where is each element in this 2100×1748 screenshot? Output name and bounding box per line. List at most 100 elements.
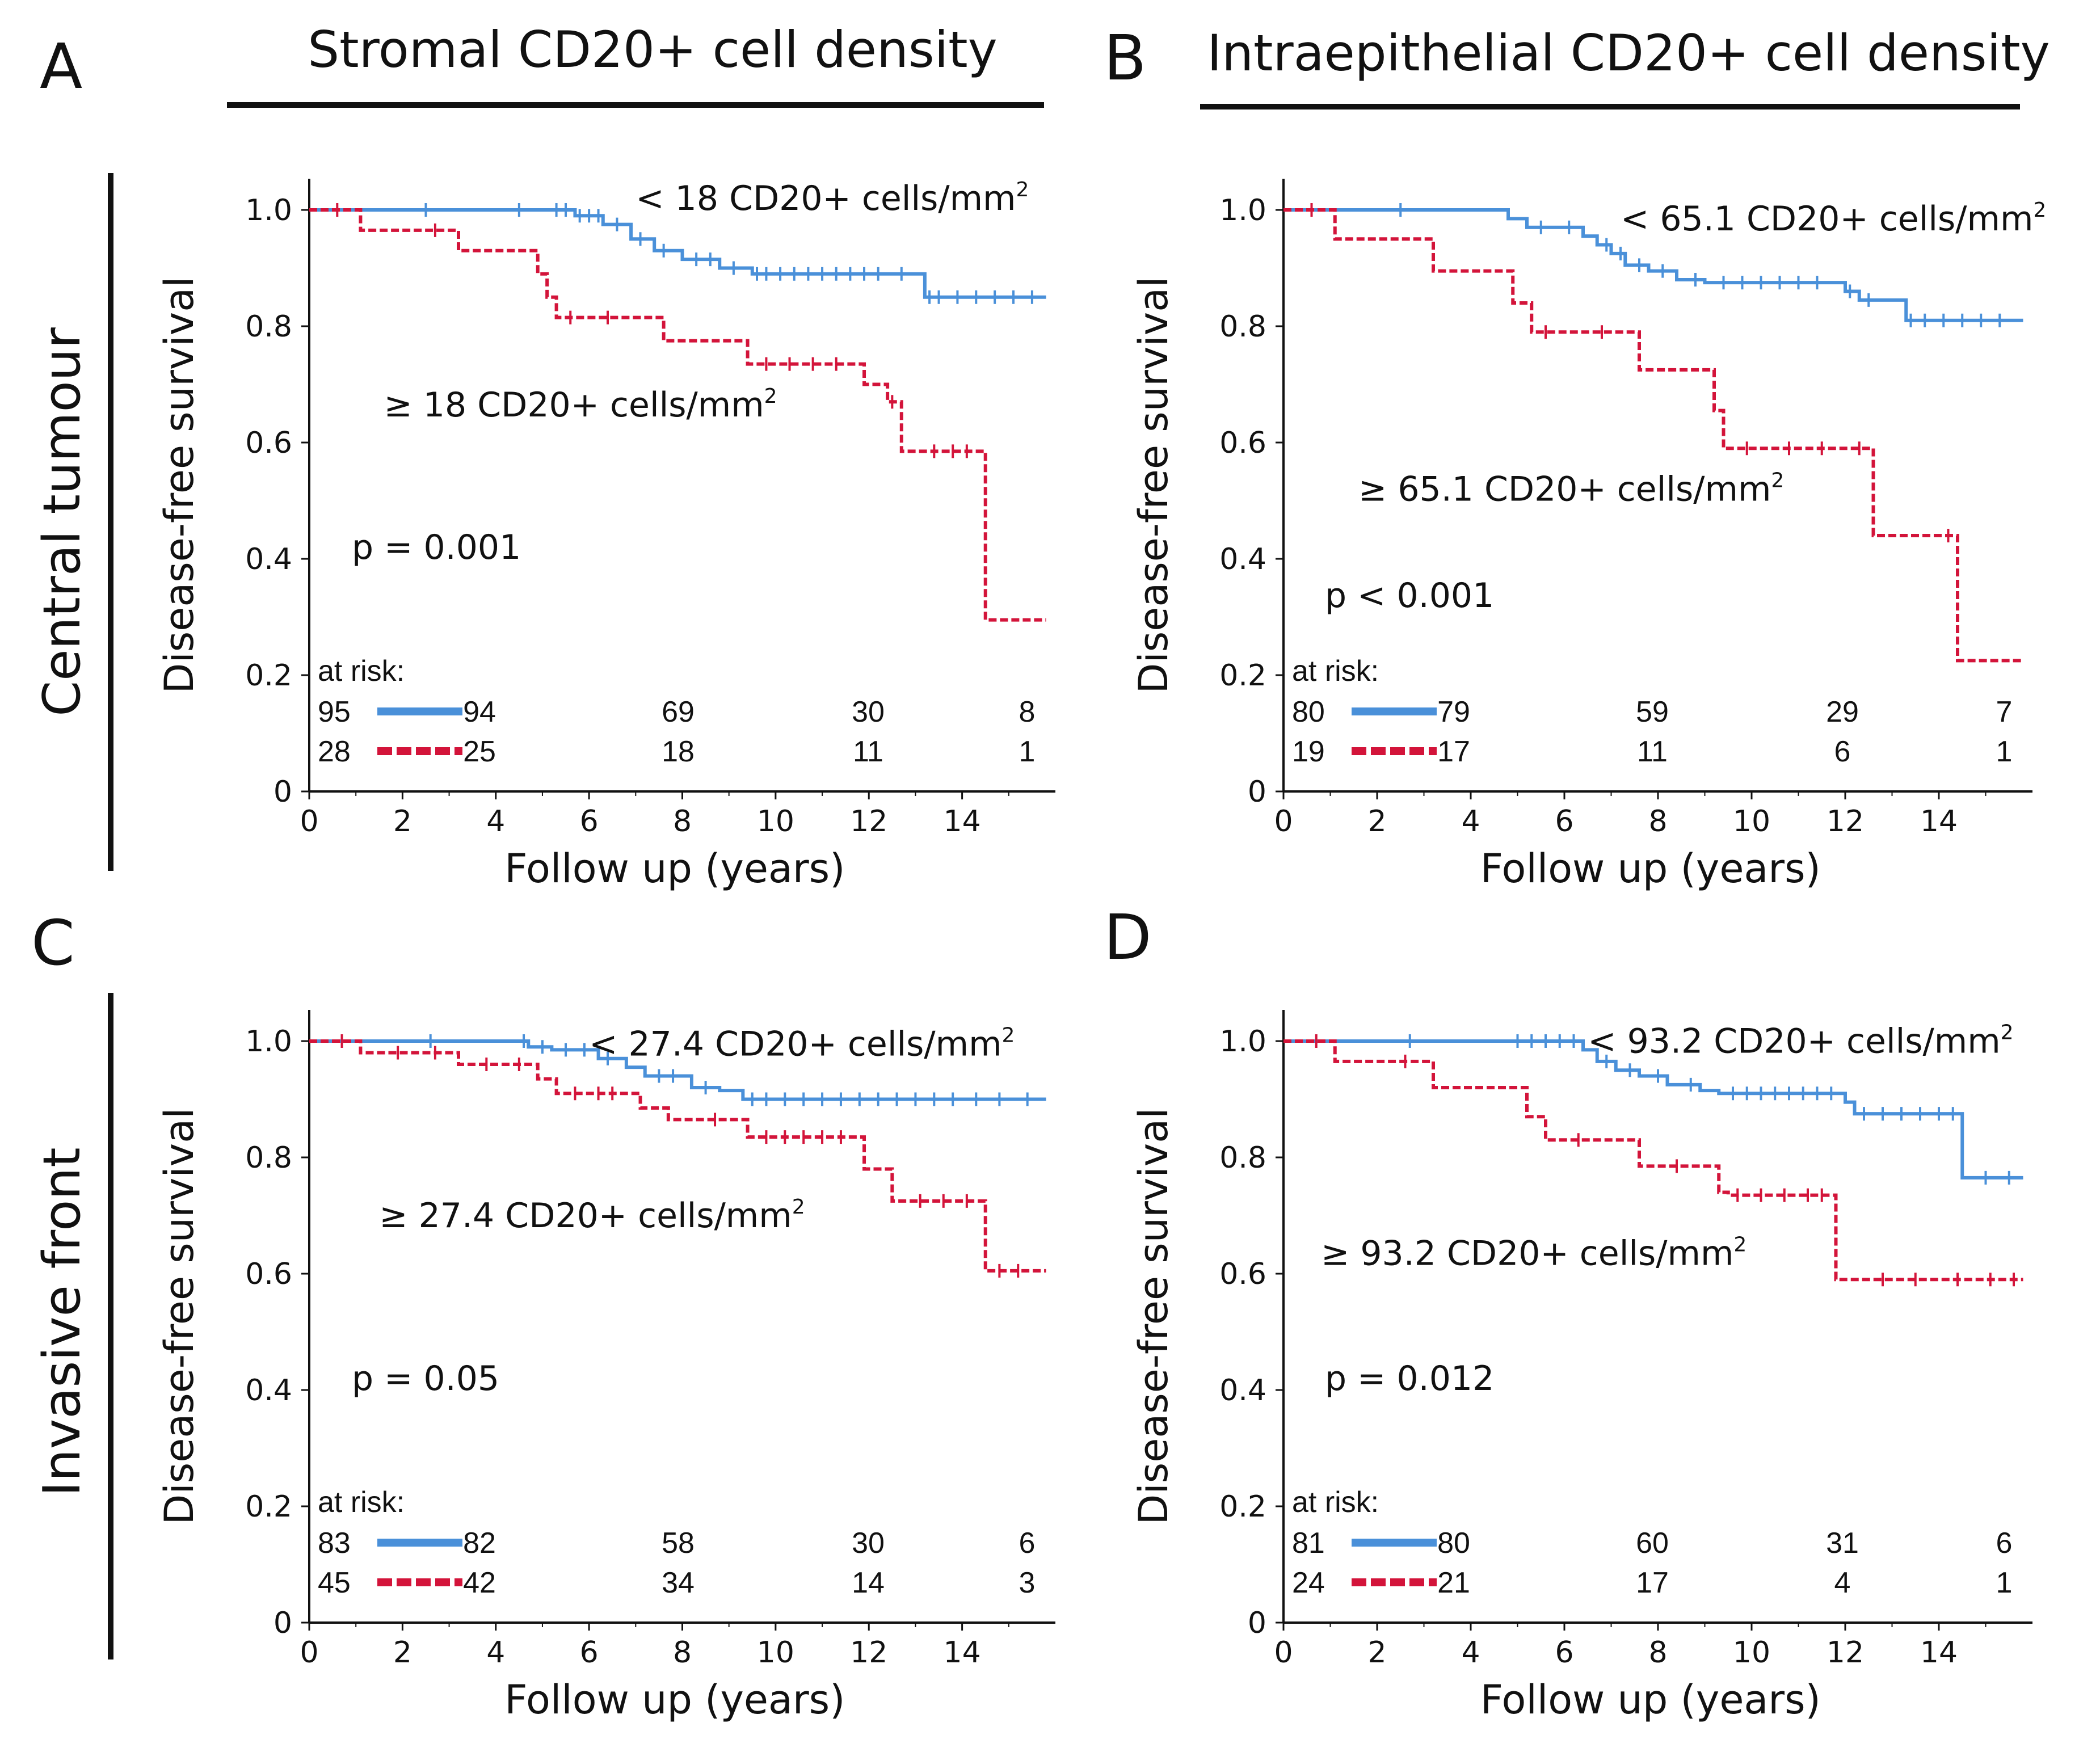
row-title-central-tumour: Central tumour bbox=[32, 327, 92, 716]
at-risk-count: 14 bbox=[852, 1566, 885, 1599]
at-risk-count: 60 bbox=[1636, 1527, 1669, 1560]
series-label-high: ≥ 27.4 CD20+ cells/mm2 bbox=[379, 1195, 805, 1236]
y-tick-label: 0.8 bbox=[1219, 310, 1266, 344]
y-tick-label: 0 bbox=[273, 775, 292, 809]
at-risk-label: at risk: bbox=[318, 1486, 405, 1519]
survival-curve-high bbox=[1283, 1039, 2023, 1282]
survival-curve-high bbox=[1283, 208, 2023, 663]
at-risk-count: 30 bbox=[852, 1527, 885, 1560]
km-panel-a: 0 0.2 0.4 0.6 0.8 1.0 0 2 4 6 8 10 12 14 Follow up (ye… bbox=[156, 178, 1055, 892]
y-tick-label: 0.2 bbox=[245, 1490, 292, 1524]
series-label-low: < 93.2 CD20+ cells/mm2 bbox=[1588, 1021, 2013, 1062]
at-risk-count: 6 bbox=[1996, 1527, 2013, 1560]
at-risk-count: 8 bbox=[1019, 696, 1036, 728]
x-tick-label: 10 bbox=[757, 804, 794, 839]
y-axis-label: Disease-free survival bbox=[156, 276, 203, 693]
x-tick-label: 4 bbox=[1461, 1636, 1480, 1670]
at-risk-count: 4 bbox=[1834, 1566, 1851, 1599]
at-risk-count: 24 bbox=[1292, 1566, 1325, 1599]
survival-curve-low bbox=[1283, 1039, 2023, 1180]
x-tick-label: 4 bbox=[1461, 804, 1480, 839]
at-risk-count: 1 bbox=[1019, 735, 1036, 768]
at-risk-count: 58 bbox=[662, 1527, 695, 1560]
p-value: p < 0.001 bbox=[1325, 576, 1494, 616]
x-tick-label: 14 bbox=[944, 1636, 981, 1670]
at-risk-count: 11 bbox=[1637, 735, 1668, 768]
y-tick-label: 1.0 bbox=[245, 1025, 292, 1059]
y-tick-label: 0.2 bbox=[1219, 1490, 1266, 1524]
x-tick-label: 4 bbox=[486, 804, 505, 839]
at-risk-label: at risk: bbox=[1292, 1486, 1379, 1519]
at-risk-count: 42 bbox=[463, 1566, 496, 1599]
y-tick-label: 0.6 bbox=[1219, 1257, 1266, 1291]
column-title-stromal: Stromal CD20+ cell density bbox=[308, 20, 997, 79]
y-tick-label: 0.6 bbox=[245, 426, 292, 460]
x-tick-label: 0 bbox=[300, 804, 318, 839]
at-risk-count: 81 bbox=[1292, 1527, 1325, 1560]
x-axis-label: Follow up (years) bbox=[504, 845, 845, 892]
y-tick-label: 0.4 bbox=[245, 1374, 292, 1408]
x-tick-label: 6 bbox=[1555, 1636, 1573, 1670]
y-tick-label: 0.4 bbox=[1219, 1374, 1266, 1408]
y-axis-label: Disease-free survival bbox=[1130, 276, 1177, 693]
at-risk-label: at risk: bbox=[1292, 655, 1379, 688]
y-tick-label: 0 bbox=[1248, 775, 1266, 809]
series-label-low: < 65.1 CD20+ cells/mm2 bbox=[1621, 199, 2046, 239]
x-tick-label: 6 bbox=[580, 1636, 599, 1670]
p-value: p = 0.012 bbox=[1325, 1359, 1494, 1399]
column-title-intraepithelial: Intraepithelial CD20+ cell density bbox=[1207, 24, 2050, 82]
at-risk-count: 94 bbox=[463, 696, 496, 728]
at-risk-count: 28 bbox=[318, 735, 351, 768]
y-tick-label: 1.0 bbox=[245, 193, 292, 228]
y-tick-label: 0.8 bbox=[1219, 1141, 1266, 1175]
at-risk-count: 80 bbox=[1292, 696, 1325, 728]
panel-letter-d: D bbox=[1104, 901, 1152, 974]
y-tick-label: 0.4 bbox=[245, 542, 292, 576]
y-tick-label: 1.0 bbox=[1219, 1025, 1266, 1059]
y-tick-label: 1.0 bbox=[1219, 193, 1266, 228]
x-tick-label: 2 bbox=[1367, 804, 1386, 839]
y-tick-label: 0.8 bbox=[245, 310, 292, 344]
x-tick-label: 2 bbox=[1367, 1636, 1386, 1670]
at-risk-count: 6 bbox=[1019, 1527, 1036, 1560]
y-tick-label: 0 bbox=[1248, 1606, 1266, 1640]
at-risk-count: 95 bbox=[318, 696, 351, 728]
x-tick-label: 0 bbox=[1274, 804, 1293, 839]
at-risk-count: 3 bbox=[1019, 1566, 1036, 1599]
panel-letter-c: C bbox=[31, 907, 75, 979]
x-axis-label: Follow up (years) bbox=[1480, 1677, 1821, 1723]
y-tick-label: 0.8 bbox=[245, 1141, 292, 1175]
x-tick-label: 10 bbox=[1733, 804, 1770, 839]
panel-letter-b: B bbox=[1104, 22, 1146, 94]
y-tick-label: 0.4 bbox=[1219, 542, 1266, 576]
x-tick-label: 10 bbox=[757, 1636, 794, 1670]
at-risk-count: 82 bbox=[463, 1527, 496, 1560]
x-tick-label: 6 bbox=[580, 804, 599, 839]
x-tick-label: 0 bbox=[1274, 1636, 1293, 1670]
x-tick-label: 12 bbox=[1827, 804, 1864, 839]
survival-curve-high bbox=[309, 1039, 1046, 1273]
km-panel-b: 0 0.2 0.4 0.6 0.8 1.0 0 2 4 6 8 10 12 14 Follow up (ye… bbox=[1130, 179, 2046, 892]
y-tick-label: 0.2 bbox=[1219, 659, 1266, 693]
series-label-low: < 27.4 CD20+ cells/mm2 bbox=[589, 1024, 1015, 1064]
x-tick-label: 8 bbox=[1648, 804, 1667, 839]
x-tick-label: 6 bbox=[1555, 804, 1573, 839]
series-label-high: ≥ 65.1 CD20+ cells/mm2 bbox=[1358, 469, 1784, 509]
x-tick-label: 12 bbox=[1827, 1636, 1864, 1670]
x-axis-label: Follow up (years) bbox=[1480, 845, 1821, 892]
at-risk-count: 69 bbox=[662, 696, 695, 728]
x-tick-label: 14 bbox=[944, 804, 981, 839]
at-risk-count: 1 bbox=[1996, 1566, 2013, 1599]
at-risk-count: 45 bbox=[318, 1566, 351, 1599]
y-axis-label: Disease-free survival bbox=[156, 1107, 203, 1524]
at-risk-count: 80 bbox=[1437, 1527, 1470, 1560]
at-risk-count: 79 bbox=[1437, 696, 1470, 728]
x-tick-label: 8 bbox=[673, 804, 692, 839]
at-risk-count: 1 bbox=[1996, 735, 2013, 768]
at-risk-count: 17 bbox=[1437, 735, 1470, 768]
x-tick-label: 0 bbox=[300, 1636, 318, 1670]
at-risk-count: 34 bbox=[662, 1566, 695, 1599]
at-risk-count: 19 bbox=[1292, 735, 1325, 768]
row-title-invasive-front: Invasive front bbox=[32, 1147, 92, 1496]
